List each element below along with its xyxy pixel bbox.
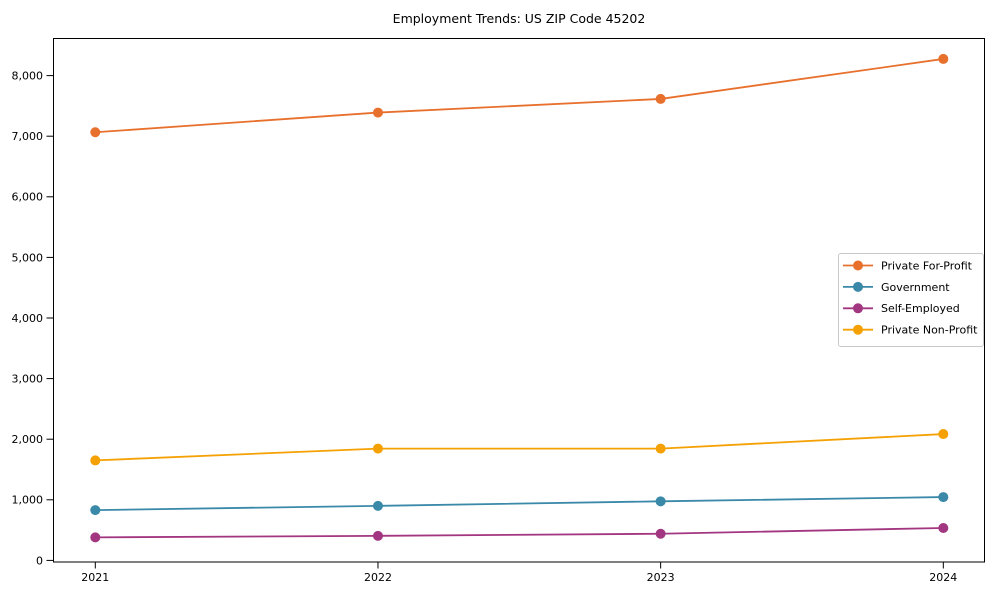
series-line-self-employed [94,527,945,539]
data-point-self-employed-2021 [90,532,101,543]
legend-label: Government [881,281,950,294]
legend-marker [853,324,863,335]
data-point-private-non-profit-2023 [655,443,666,454]
series-line-government [94,496,945,512]
legend-item-government: Government [843,281,950,294]
data-point-private-non-profit-2021 [90,455,101,466]
legend-label: Private For-Profit [881,259,973,272]
chart-title: Employment Trends: US ZIP Code 45202 [393,11,646,26]
data-point-self-employed-2022 [372,530,383,541]
y-tick-label: 2,000 [12,433,44,446]
data-point-government-2023 [655,496,666,507]
y-tick-label: 3,000 [12,373,44,386]
plot-area-frame [53,38,985,563]
legend-item-private-for-profit: Private For-Profit [843,259,973,272]
legend-marker [853,260,863,271]
data-point-private-non-profit-2022 [372,443,383,454]
x-tick-label: 2021 [81,571,109,584]
data-point-self-employed-2023 [655,528,666,539]
x-axis: 2021 2022 2023 2024 [81,562,957,584]
data-point-private-for-profit-2021 [90,127,101,138]
data-point-private-for-profit-2024 [938,53,949,64]
y-tick-label: 6,000 [12,191,44,204]
data-point-self-employed-2024 [938,522,949,533]
legend: Private For-Profit Government Self-Employe… [838,253,984,347]
data-point-government-2022 [372,500,383,511]
legend-marker [853,303,863,314]
legend-marker [853,281,863,292]
legend-item-private-non-profit: Private Non-Profit [843,324,978,337]
y-tick-label: 5,000 [12,251,44,264]
series-line-private-non-profit [94,433,945,462]
data-point-government-2021 [90,505,101,516]
legend-item-self-employed: Self-Employed [843,302,960,315]
y-tick-label: 4,000 [12,312,44,325]
data-point-government-2024 [938,492,949,503]
x-tick-label: 2022 [364,571,392,584]
y-tick-label: 0 [36,554,43,567]
x-tick-label: 2023 [647,571,675,584]
data-point-private-for-profit-2022 [372,107,383,118]
data-point-private-non-profit-2024 [938,429,949,440]
x-tick-label: 2024 [929,571,957,584]
data-point-private-for-profit-2023 [655,93,666,104]
y-tick-label: 1,000 [12,494,44,507]
legend-box [838,253,984,347]
legend-label: Self-Employed [881,302,960,315]
y-axis: 0 1,000 2,000 3,000 4,000 5,000 6,000 7,000 8,00… [12,70,54,567]
y-tick-label: 8,000 [12,70,44,83]
series-layer [90,53,949,543]
y-tick-label: 7,000 [12,130,44,143]
series-line-private-for-profit [94,58,945,134]
legend-label: Private Non-Profit [881,324,978,337]
